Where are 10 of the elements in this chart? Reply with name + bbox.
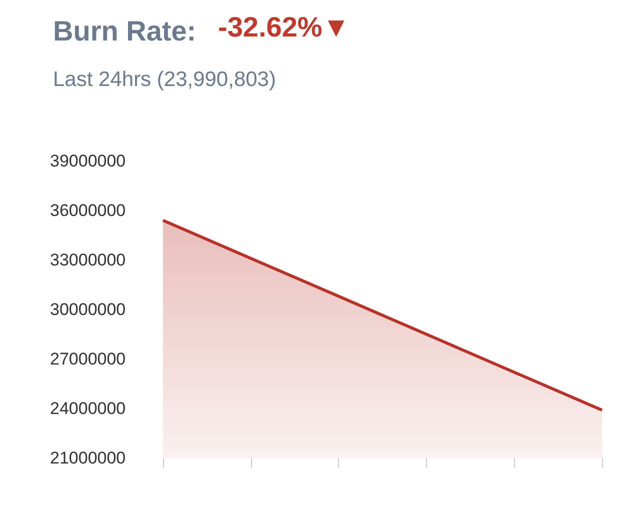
- y-tick-label: 24000000: [50, 399, 126, 418]
- chart-subtitle: Last 24hrs (23,990,803): [53, 68, 276, 91]
- y-tick-label: 30000000: [50, 300, 126, 319]
- y-tick-label: 36000000: [50, 201, 126, 220]
- y-tick-label: 33000000: [50, 250, 126, 270]
- y-tick-label: 21000000: [50, 448, 126, 468]
- y-tick-label: 39000000: [50, 152, 126, 170]
- chart-title: Burn Rate:: [53, 16, 196, 46]
- text: -32.62%▼: [218, 12, 350, 42]
- y-tick-label: 27000000: [50, 350, 126, 368]
